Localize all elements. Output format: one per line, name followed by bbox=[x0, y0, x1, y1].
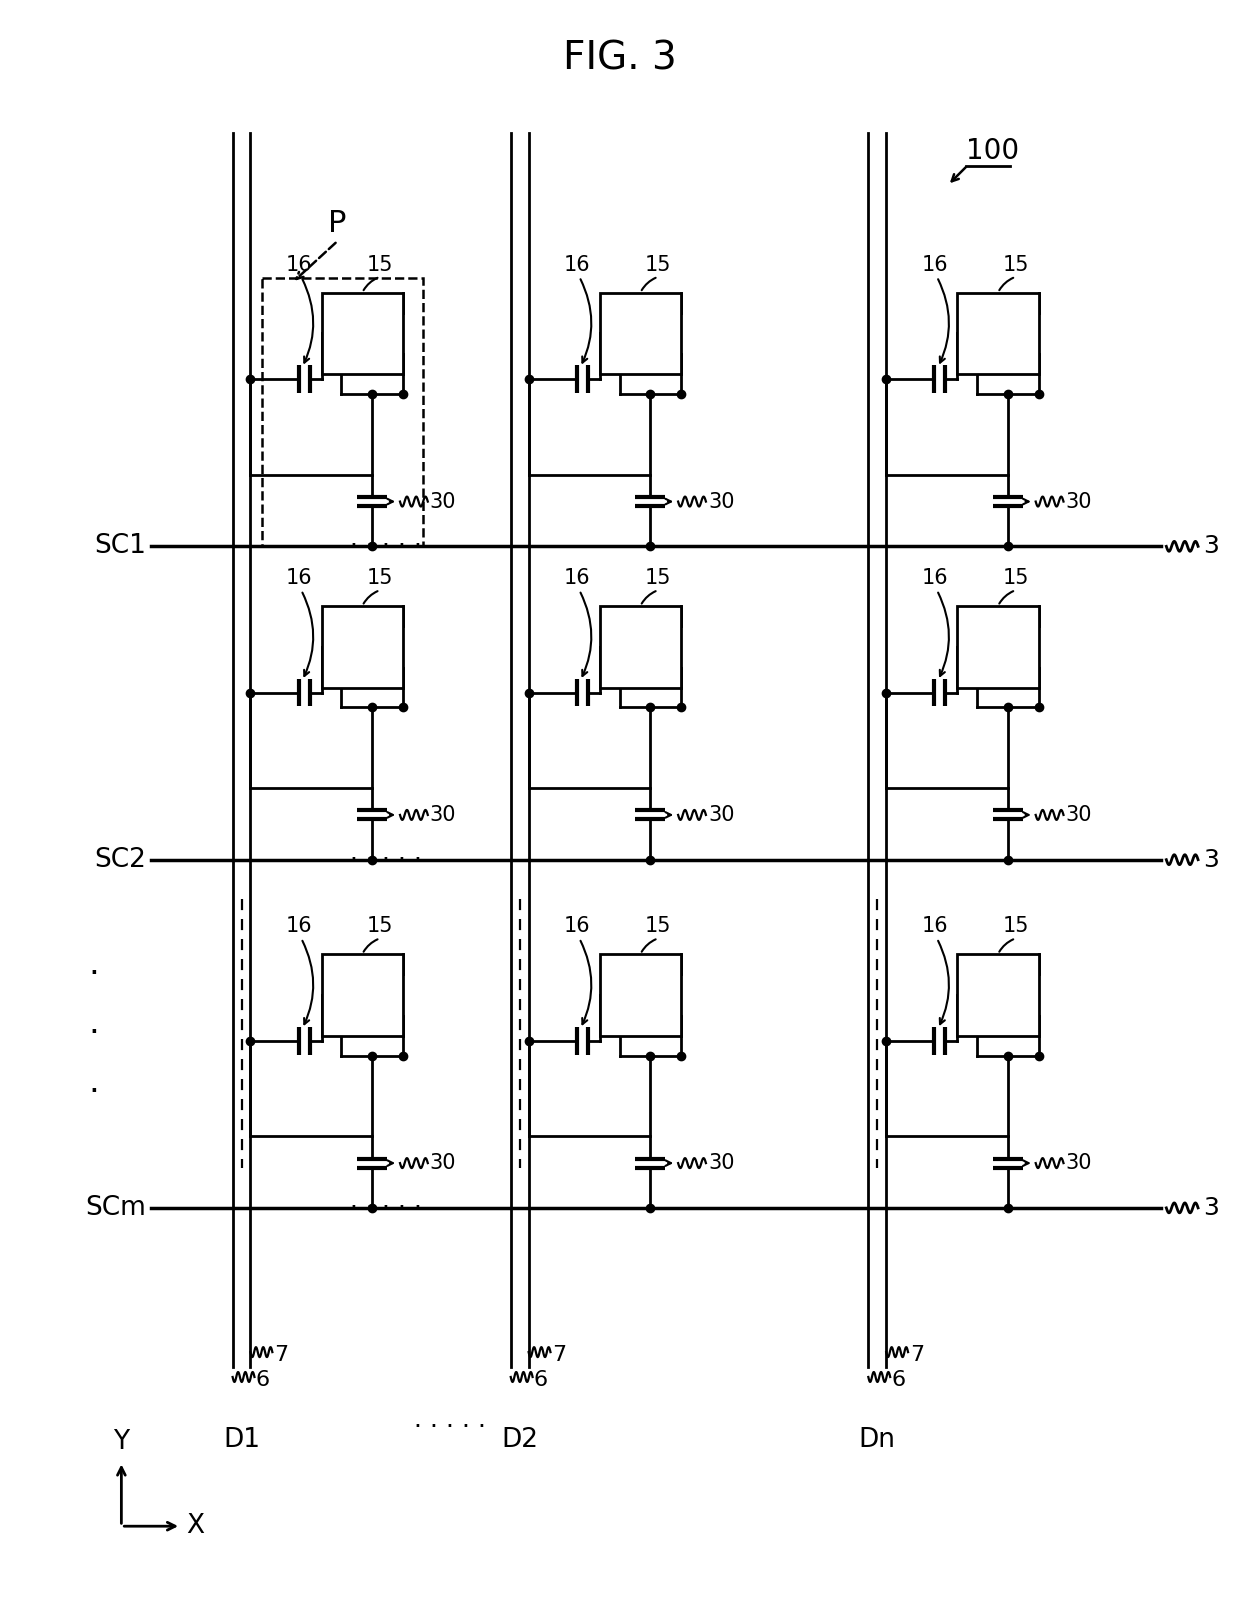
Bar bbox=[321, 607, 403, 687]
Bar bbox=[957, 607, 1039, 687]
Text: · · · · ·: · · · · · bbox=[350, 1196, 422, 1220]
Text: 16: 16 bbox=[564, 255, 590, 275]
Bar bbox=[957, 293, 1039, 375]
Text: 30: 30 bbox=[1065, 1153, 1092, 1174]
Text: 15: 15 bbox=[1003, 916, 1029, 937]
Bar bbox=[600, 954, 681, 1036]
Text: Y: Y bbox=[113, 1428, 129, 1455]
Text: 15: 15 bbox=[645, 255, 672, 275]
Text: 6: 6 bbox=[255, 1370, 269, 1390]
Text: 16: 16 bbox=[921, 916, 949, 937]
Text: ·
·
·: · · · bbox=[88, 959, 99, 1109]
Text: X: X bbox=[186, 1513, 205, 1539]
Text: 15: 15 bbox=[367, 568, 393, 588]
Bar bbox=[600, 293, 681, 375]
Text: 30: 30 bbox=[1065, 492, 1092, 512]
Text: · · · · ·: · · · · · bbox=[350, 535, 422, 559]
Text: 6: 6 bbox=[892, 1370, 905, 1390]
Text: 30: 30 bbox=[430, 492, 456, 512]
Text: 16: 16 bbox=[564, 568, 590, 588]
Text: 15: 15 bbox=[367, 255, 393, 275]
Text: · · · · ·: · · · · · bbox=[350, 847, 422, 871]
Bar bbox=[263, 277, 423, 546]
Bar bbox=[321, 293, 403, 375]
Text: 7: 7 bbox=[274, 1345, 289, 1366]
Text: 30: 30 bbox=[708, 805, 734, 825]
Text: 3: 3 bbox=[1203, 535, 1219, 559]
Text: SC1: SC1 bbox=[94, 533, 146, 559]
Text: 30: 30 bbox=[430, 1153, 456, 1174]
Text: 16: 16 bbox=[921, 568, 949, 588]
Text: SCm: SCm bbox=[86, 1194, 146, 1222]
Text: 6: 6 bbox=[533, 1370, 548, 1390]
Text: 100: 100 bbox=[966, 138, 1019, 165]
Bar bbox=[957, 954, 1039, 1036]
Bar bbox=[321, 954, 403, 1036]
Text: D2: D2 bbox=[501, 1426, 538, 1452]
Text: 3: 3 bbox=[1203, 1196, 1219, 1220]
Text: 15: 15 bbox=[367, 916, 393, 937]
Text: 7: 7 bbox=[910, 1345, 924, 1366]
Text: 30: 30 bbox=[1065, 805, 1092, 825]
Text: SC2: SC2 bbox=[94, 847, 146, 873]
Text: 3: 3 bbox=[1203, 847, 1219, 871]
Text: 16: 16 bbox=[564, 916, 590, 937]
Text: · · · · ·: · · · · · bbox=[414, 1415, 486, 1439]
Text: D1: D1 bbox=[223, 1426, 260, 1452]
Text: 30: 30 bbox=[708, 1153, 734, 1174]
Text: 16: 16 bbox=[286, 568, 312, 588]
Text: 15: 15 bbox=[1003, 568, 1029, 588]
Text: FIG. 3: FIG. 3 bbox=[563, 40, 677, 78]
Text: Dn: Dn bbox=[859, 1426, 895, 1452]
Text: 16: 16 bbox=[286, 255, 312, 275]
Text: 15: 15 bbox=[645, 568, 672, 588]
Text: 30: 30 bbox=[708, 492, 734, 512]
Text: 16: 16 bbox=[286, 916, 312, 937]
Text: 16: 16 bbox=[921, 255, 949, 275]
Text: 15: 15 bbox=[1003, 255, 1029, 275]
Text: 7: 7 bbox=[553, 1345, 567, 1366]
Text: 15: 15 bbox=[645, 916, 672, 937]
Text: 30: 30 bbox=[430, 805, 456, 825]
Bar bbox=[600, 607, 681, 687]
Text: P: P bbox=[329, 208, 347, 237]
